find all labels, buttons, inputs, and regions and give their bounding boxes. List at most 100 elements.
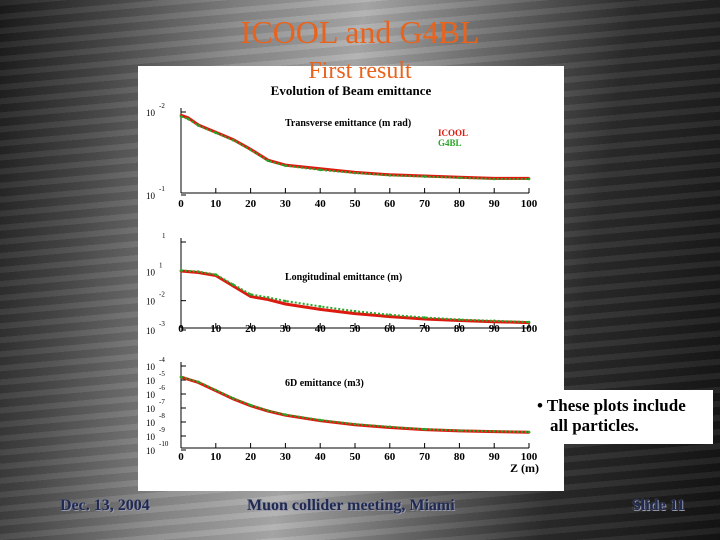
data-point-g4bl bbox=[423, 175, 426, 178]
series-line-icool bbox=[180, 269, 530, 325]
y-tick-label: 10 bbox=[146, 191, 156, 201]
note-line-1: • These plots include bbox=[537, 396, 686, 415]
data-point-g4bl bbox=[266, 159, 270, 163]
data-point-g4bl bbox=[353, 422, 357, 426]
data-point-g4bl bbox=[492, 430, 496, 433]
x-tick-label: 60 bbox=[384, 323, 396, 335]
data-point-g4bl bbox=[527, 430, 531, 434]
footer-date: Dec. 13, 2004 bbox=[60, 497, 150, 514]
y-tick-exponent: -1 bbox=[159, 185, 165, 193]
data-point-g4bl bbox=[179, 375, 183, 379]
x-tick-label: 80 bbox=[454, 323, 466, 335]
data-point-g4bl bbox=[249, 148, 252, 152]
y-tick-label: 10 bbox=[146, 390, 156, 400]
chart-title: Evolution of Beam emittance bbox=[271, 83, 432, 98]
y-tick-exponent: 1 bbox=[162, 232, 166, 240]
x-tick-label: 10 bbox=[210, 323, 222, 335]
data-point-icool bbox=[353, 312, 357, 315]
data-point-g4bl bbox=[388, 174, 392, 177]
x-tick-label: 30 bbox=[280, 451, 292, 463]
y-tick-label: 10 bbox=[146, 362, 156, 372]
data-point-g4bl bbox=[214, 131, 218, 135]
data-point-g4bl bbox=[179, 269, 183, 272]
data-point-g4bl bbox=[197, 380, 200, 384]
x-tick-label: 30 bbox=[280, 198, 292, 210]
y-tick-exponent: -5 bbox=[159, 370, 165, 378]
legend-entry-icool: ICOOL bbox=[438, 128, 468, 138]
data-point-g4bl bbox=[186, 117, 190, 121]
x-tick-label: 90 bbox=[489, 198, 501, 210]
data-point-g4bl bbox=[318, 418, 322, 422]
x-tick-label: 70 bbox=[419, 323, 431, 335]
y-tick-exponent: -6 bbox=[159, 384, 165, 392]
data-point-g4bl bbox=[266, 409, 270, 412]
x-tick-label: 40 bbox=[315, 323, 327, 335]
x-tick-label: 100 bbox=[521, 198, 538, 210]
data-point-g4bl bbox=[527, 320, 531, 324]
note-line-2: all particles. bbox=[550, 416, 639, 435]
data-point-g4bl bbox=[214, 388, 218, 392]
y-tick-label: 10 bbox=[146, 376, 156, 386]
x-tick-label: 20 bbox=[245, 323, 257, 335]
x-tick-label: 40 bbox=[315, 451, 327, 463]
y-tick-exponent: -10 bbox=[159, 440, 169, 448]
data-point-g4bl bbox=[284, 413, 287, 416]
x-tick-label: 20 bbox=[245, 451, 257, 463]
y-tick-label: 10 bbox=[146, 418, 156, 428]
data-point-g4bl bbox=[353, 309, 357, 313]
data-point-g4bl bbox=[423, 316, 426, 319]
x-tick-label: 80 bbox=[454, 198, 466, 210]
x-tick-label: 0 bbox=[178, 323, 184, 335]
data-point-g4bl bbox=[388, 425, 392, 429]
y-tick-label: 10 bbox=[146, 404, 156, 414]
x-tick-label: 50 bbox=[350, 198, 362, 210]
data-point-g4bl bbox=[458, 429, 461, 432]
data-point-g4bl bbox=[249, 403, 252, 407]
series-line-g4bl bbox=[180, 376, 530, 433]
y-tick-exponent: -2 bbox=[159, 291, 165, 299]
slide-subtitle: First result bbox=[308, 58, 412, 84]
data-point-icool bbox=[318, 308, 322, 311]
data-point-g4bl bbox=[527, 177, 531, 181]
series-line-g4bl bbox=[180, 269, 530, 323]
y-tick-exponent: -7 bbox=[159, 398, 165, 406]
data-point-g4bl bbox=[353, 171, 357, 175]
x-tick-label: 70 bbox=[419, 198, 431, 210]
y-tick-exponent: 1 bbox=[159, 261, 163, 269]
data-point-g4bl bbox=[266, 296, 270, 299]
data-point-g4bl bbox=[492, 319, 496, 323]
y-tick-label: 10 bbox=[146, 267, 156, 277]
x-tick-label: 50 bbox=[350, 323, 362, 335]
data-point-g4bl bbox=[197, 124, 200, 127]
y-tick-exponent: -8 bbox=[159, 412, 165, 420]
data-point-g4bl bbox=[492, 177, 496, 181]
slide-title: ICOOL and G4BL bbox=[240, 14, 480, 50]
y-tick-label: 10 bbox=[146, 446, 156, 456]
data-point-g4bl bbox=[318, 305, 322, 308]
y-tick-exponent: -2 bbox=[159, 102, 165, 110]
footer-slide-number: Slide 11 bbox=[632, 497, 685, 514]
y-tick-exponent: -3 bbox=[159, 320, 165, 328]
y-tick-exponent: -9 bbox=[159, 426, 165, 434]
data-point-g4bl bbox=[284, 299, 287, 303]
data-point-icool bbox=[249, 295, 252, 298]
x-tick-label: 0 bbox=[178, 451, 184, 463]
y-tick-label: 10 bbox=[146, 297, 156, 307]
data-point-g4bl bbox=[318, 168, 322, 172]
data-point-g4bl bbox=[458, 318, 461, 321]
y-tick-exponent: -4 bbox=[159, 356, 165, 364]
data-point-icool bbox=[388, 315, 392, 318]
data-point-g4bl bbox=[197, 270, 200, 273]
x-tick-label: 80 bbox=[454, 451, 466, 463]
x-tick-label: 60 bbox=[384, 451, 396, 463]
data-point-g4bl bbox=[423, 427, 426, 431]
data-point-icool bbox=[266, 298, 270, 301]
x-axis-label: Z (m) bbox=[510, 461, 539, 475]
x-tick-label: 30 bbox=[280, 323, 292, 335]
x-tick-label: 10 bbox=[210, 198, 222, 210]
legend-entry-g4bl: G4BL bbox=[438, 138, 462, 148]
x-tick-label: 10 bbox=[210, 451, 222, 463]
x-tick-label: 20 bbox=[245, 198, 257, 210]
x-tick-label: 100 bbox=[521, 451, 538, 463]
